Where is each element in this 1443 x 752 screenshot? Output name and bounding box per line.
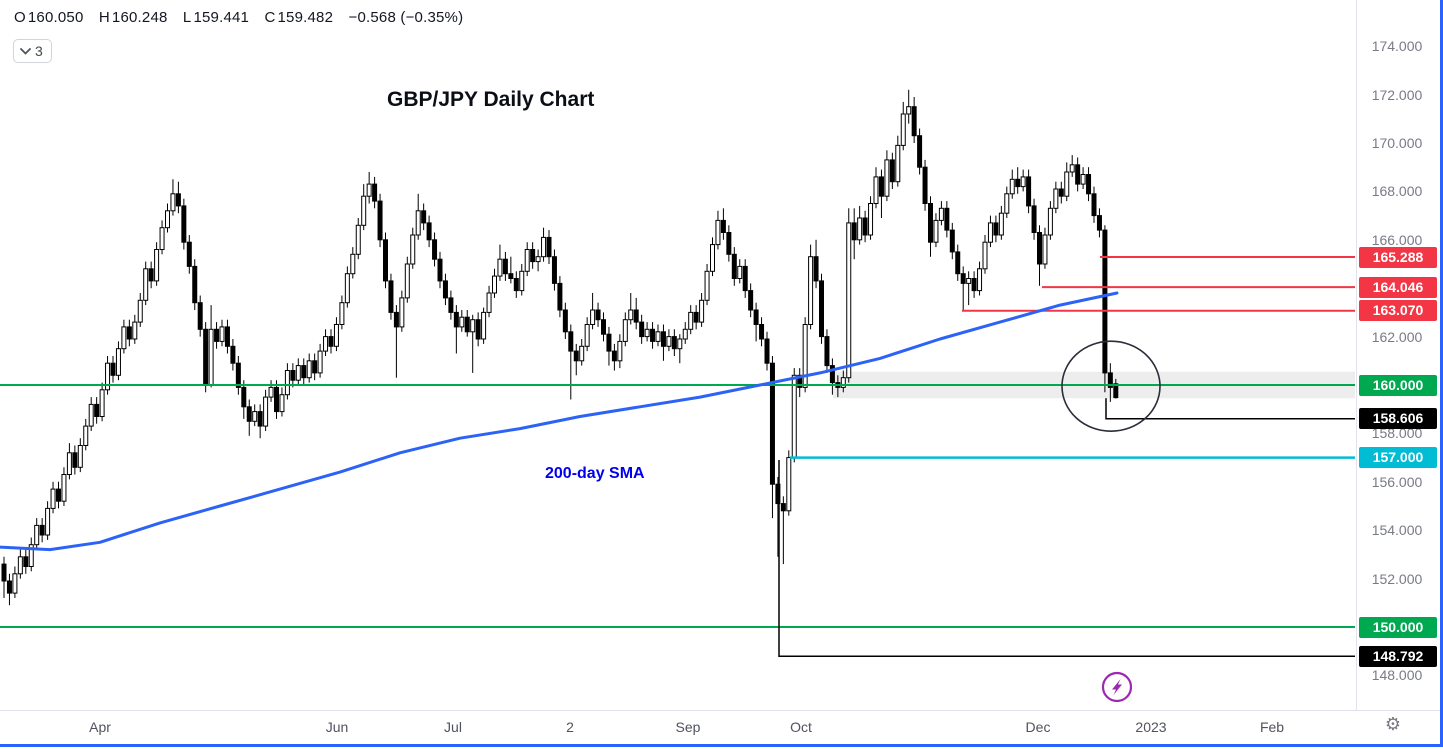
- price-level-badge: 150.000: [1359, 616, 1437, 638]
- level-line-158.606[interactable]: [1105, 398, 1355, 420]
- chart-title: GBP/JPY Daily Chart: [387, 88, 595, 111]
- time-axis-label: Sep: [675, 719, 701, 735]
- time-axis[interactable]: Apr Jun Jul 2 Sep Oct Dec 2023 Feb: [0, 711, 1443, 744]
- legend-change: −0.568 (−0.35%): [348, 9, 464, 26]
- axis-separator: [0, 710, 1443, 711]
- highlight-ellipse[interactable]: [1061, 340, 1161, 433]
- price-axis-label: 166.000: [1371, 231, 1423, 248]
- price-axis-label: 162.000: [1371, 328, 1423, 345]
- price-level-badge: 160.000: [1359, 374, 1437, 396]
- level-line-148.792[interactable]: [778, 460, 1355, 657]
- price-level-badge: 164.046: [1359, 276, 1437, 298]
- price-level-badge: 158.606: [1359, 408, 1437, 430]
- lightning-icon[interactable]: [1101, 671, 1133, 703]
- price-level-badge: 163.070: [1359, 300, 1437, 322]
- price-axis-label: 172.000: [1371, 86, 1423, 103]
- chevron-down-icon: [20, 47, 31, 55]
- time-axis-label: 2: [566, 719, 574, 735]
- time-axis-label: Oct: [790, 719, 812, 735]
- price-axis-label: 168.000: [1371, 183, 1423, 200]
- price-axis-label: 174.000: [1371, 38, 1423, 55]
- time-axis-label: 2023: [1135, 719, 1167, 735]
- price-axis-label: 148.000: [1371, 667, 1423, 684]
- sma-line[interactable]: [0, 291, 1119, 552]
- time-axis-label: Apr: [89, 719, 111, 735]
- ohlc-legend: O 160.050 H 160.248 L 159.441 C 159.482 −0.5…: [14, 9, 474, 26]
- sma-label: 200-day SMA: [545, 465, 645, 482]
- time-axis-label: Jul: [444, 719, 462, 735]
- time-axis-label: Dec: [1025, 719, 1051, 735]
- price-axis-label: 156.000: [1371, 473, 1423, 490]
- bottom-accent-border: [0, 744, 1443, 747]
- price-level-badge: 165.288: [1359, 246, 1437, 268]
- price-axis-label: 152.000: [1371, 570, 1423, 587]
- price-level-badge: 148.792: [1359, 645, 1437, 667]
- price-axis[interactable]: 174.000 172.000 170.000 168.000 166.000 162.0…: [1356, 0, 1443, 744]
- price-axis-label: 158.000: [1371, 425, 1423, 442]
- price-level-badge: 157.000: [1359, 447, 1437, 469]
- interval-dropdown[interactable]: 3: [13, 39, 52, 63]
- interval-value: 3: [35, 43, 43, 59]
- candlestick-series: [1, 89, 1119, 606]
- legend-low: L 159.441: [182, 9, 250, 26]
- right-accent-border: [1440, 0, 1443, 744]
- legend-open: O 160.050: [14, 9, 84, 26]
- legend-close: C 159.482: [264, 9, 334, 26]
- time-axis-label: Feb: [1259, 719, 1285, 735]
- settings-gear-icon[interactable]: ⚙: [1384, 713, 1402, 734]
- legend-high: H 160.248: [98, 9, 168, 26]
- price-axis-label: 170.000: [1371, 135, 1423, 151]
- price-axis-label: 154.000: [1371, 522, 1423, 539]
- time-axis-label: Jun: [325, 719, 349, 735]
